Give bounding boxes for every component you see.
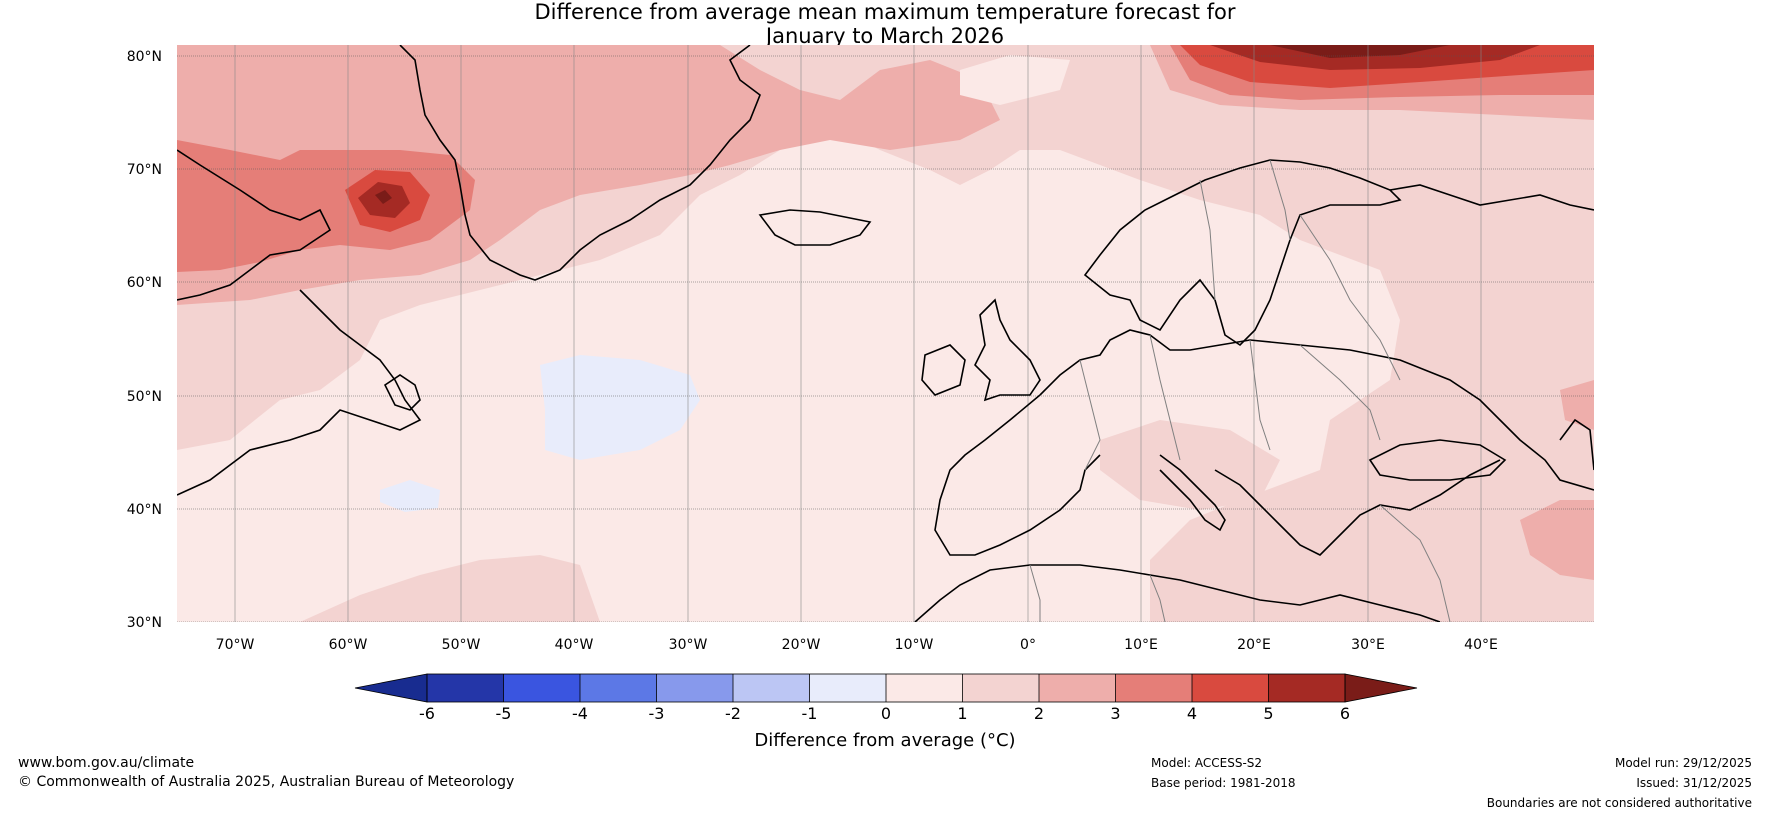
lat-label: 70°N: [127, 162, 162, 178]
coast-north-africa: [914, 564, 1441, 622]
lon-label: 70°W: [216, 637, 255, 653]
lon-label: 30°W: [669, 637, 708, 653]
colorbar-segment: [733, 674, 810, 702]
colorbar-segment: [962, 674, 1039, 702]
coast-iberia: [934, 394, 1101, 556]
border-north-africa: [1029, 564, 1041, 622]
anomaly-region-2-3-caspian: [1560, 380, 1594, 430]
colorbar-tick-label: 3: [1110, 704, 1120, 723]
anomaly-region-6plus-arctic: [1270, 45, 1450, 58]
colorbar-under-triangle: [354, 673, 428, 703]
coast-canada-north: [177, 149, 332, 301]
colorbar-tick-label: 0: [881, 704, 891, 723]
colorbar-segment: [1192, 674, 1269, 702]
colorbar-tick-label: 4: [1187, 704, 1197, 723]
lon-label: 0°: [1020, 637, 1036, 653]
colorbar-tick-label: -5: [496, 704, 512, 723]
border-scandinavia: [1199, 179, 1216, 301]
website-link[interactable]: www.bom.gov.au/climate: [18, 755, 195, 771]
colorbar-segment: [656, 674, 733, 702]
lon-label: 40°E: [1464, 637, 1498, 653]
lon-label: 30°E: [1351, 637, 1385, 653]
lat-label: 40°N: [127, 502, 162, 518]
issued-text: Issued: 31/12/2025: [1636, 776, 1752, 790]
border-east: [1299, 344, 1381, 441]
colorbar: -6 -5 -4 -3 -2 -1 0 1 2 3 4 5 6: [354, 673, 1418, 723]
lon-label: 60°W: [329, 637, 368, 653]
country-borders: [1029, 159, 1451, 622]
border-eastern-europe: [1249, 339, 1271, 451]
latitude-labels: 80°N 70°N 60°N 50°N 40°N 30°N: [127, 49, 162, 631]
base-period-text: Base period: 1981-2018: [1151, 776, 1296, 790]
lon-label: 40°W: [555, 637, 594, 653]
lat-label: 60°N: [127, 275, 162, 291]
colorbar-segment: [809, 674, 886, 702]
border-libya: [1149, 574, 1166, 622]
lon-label: 20°W: [782, 637, 821, 653]
lon-label: 10°W: [895, 637, 934, 653]
chart-title: Difference from average mean maximum tem…: [0, 0, 1770, 48]
colorbar-tick-label: -3: [649, 704, 665, 723]
anomaly-region-2-3-east: [1520, 500, 1594, 580]
lat-label: 50°N: [127, 389, 162, 405]
colorbar-tick-label: -2: [725, 704, 741, 723]
coast-iceland: [758, 209, 872, 246]
colorbar-tick-label: 2: [1034, 704, 1044, 723]
coast-newfoundland: [383, 374, 421, 411]
anomaly-region-1-2-mediterranean: [1100, 420, 1280, 510]
model-text: Model: ACCESS-S2: [1151, 756, 1263, 770]
disclaimer-text: Boundaries are not considered authoritat…: [1486, 796, 1752, 810]
coast-balkans: [1214, 459, 1501, 556]
border-finland: [1269, 159, 1291, 241]
lon-label: 10°E: [1124, 637, 1158, 653]
longitude-labels: 70°W 60°W 50°W 40°W 30°W 20°W 10°W 0° 10°E 20°E 30…: [216, 637, 1498, 653]
border-middle-east: [1379, 504, 1451, 622]
coast-russia-north: [1389, 184, 1594, 211]
coast-ireland: [921, 344, 966, 396]
colorbar-segment: [1115, 674, 1192, 702]
anomaly-region-minus-1-0-atlantic: [540, 355, 700, 460]
colorbar-segment: [886, 674, 963, 702]
graticule: [177, 45, 1594, 622]
coast-italy: [1159, 454, 1226, 532]
title-line-1: Difference from average mean maximum tem…: [534, 0, 1236, 24]
title-line-2: January to March 2026: [765, 24, 1005, 48]
map-plot-area: [177, 45, 1594, 622]
copyright-text: © Commonwealth of Australia 2025, Austra…: [18, 774, 515, 790]
lon-label: 20°E: [1237, 637, 1271, 653]
lat-label: 30°N: [127, 615, 162, 631]
anomaly-region-1-2-south: [300, 555, 600, 622]
colorbar-segment: [1268, 674, 1345, 702]
coast-caspian: [1559, 418, 1594, 471]
colorbar-tick-label: 5: [1263, 704, 1273, 723]
border-russia-west: [1299, 214, 1401, 381]
colorbar-tick-label: -4: [572, 704, 588, 723]
coast-uk: [974, 298, 1041, 402]
coast-greenland: [399, 45, 761, 281]
anomaly-region-0-1-north: [960, 55, 1070, 105]
anomaly-region-minus-1-0-west: [380, 480, 440, 512]
colorbar-segment: [427, 674, 504, 702]
model-run-text: Model run: 29/12/2025: [1614, 756, 1752, 770]
colorbar-tick-label: -6: [419, 704, 435, 723]
anomaly-region-5-6-arctic: [1210, 45, 1540, 70]
border-central-europe: [1149, 334, 1181, 461]
colorbar-tick-label: 6: [1340, 704, 1350, 723]
coast-labrador: [177, 289, 422, 496]
colorbar-segment: [503, 674, 580, 702]
colorbar-segment: [1039, 674, 1116, 702]
lat-label: 80°N: [127, 49, 162, 65]
lon-label: 50°W: [442, 637, 481, 653]
colorbar-tick-label: -1: [802, 704, 818, 723]
colorbar-tick-label: 1: [957, 704, 967, 723]
colorbar-segment: [580, 674, 657, 702]
colorbar-label: Difference from average (°C): [754, 730, 1016, 751]
border-west-europe: [1079, 359, 1101, 471]
anomaly-region-6plus-baffin: [375, 190, 392, 204]
colorbar-over-triangle: [1344, 673, 1418, 703]
coast-black-sea: [1368, 439, 1507, 481]
